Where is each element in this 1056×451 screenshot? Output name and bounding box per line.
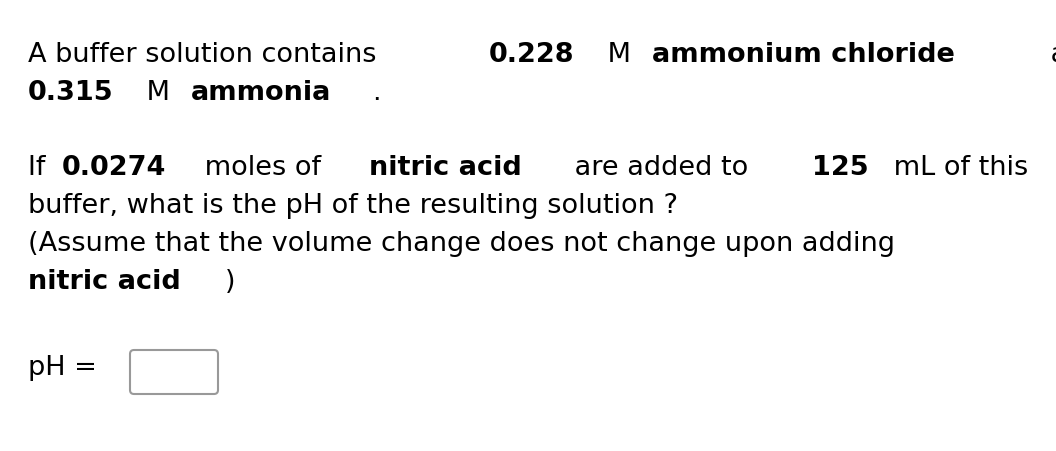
Text: nitric acid: nitric acid [369,155,522,180]
Text: nitric acid: nitric acid [29,268,181,295]
Text: buffer, what is the pH of the resulting solution ?: buffer, what is the pH of the resulting … [29,193,678,219]
Text: 0.0274: 0.0274 [61,155,166,180]
Text: moles of: moles of [196,155,329,180]
Text: are added to: are added to [566,155,756,180]
FancyBboxPatch shape [130,350,218,394]
Text: 0.315: 0.315 [29,80,114,106]
Text: 125: 125 [812,155,869,180]
Text: ammonium chloride: ammonium chloride [652,42,955,68]
Text: mL of this: mL of this [885,155,1029,180]
Text: A buffer solution contains: A buffer solution contains [29,42,385,68]
Text: ammonia: ammonia [191,80,332,106]
Text: If: If [29,155,54,180]
Text: 0.228: 0.228 [489,42,574,68]
Text: M: M [599,42,640,68]
Text: and: and [1042,42,1056,68]
Text: ): ) [225,268,235,295]
Text: pH =: pH = [29,354,106,380]
Text: M: M [138,80,180,106]
Text: (Assume that the volume change does not change upon adding: (Assume that the volume change does not … [29,230,895,257]
Text: .: . [372,80,380,106]
